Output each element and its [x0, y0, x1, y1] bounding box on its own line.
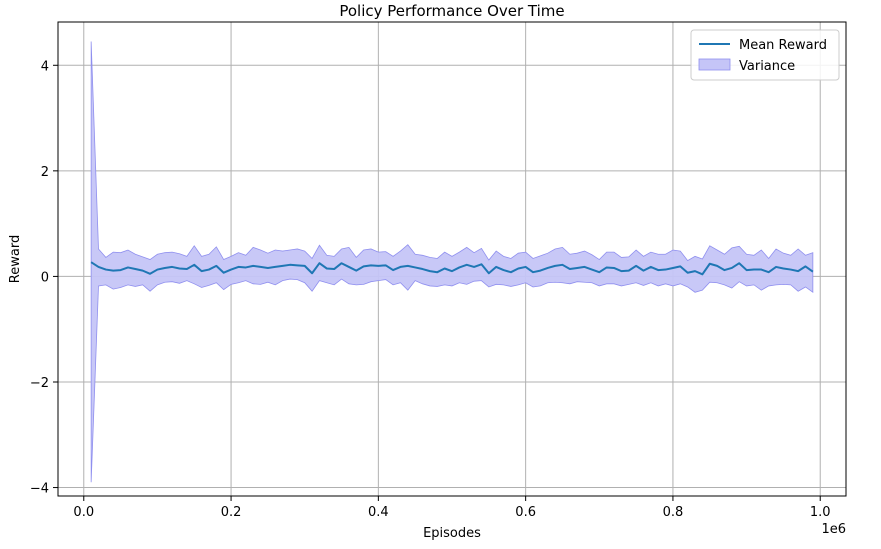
mean-reward-line — [90, 261, 814, 276]
x-tick-label-4: 0.8 — [663, 505, 684, 520]
legend: Mean Reward Variance — [690, 29, 840, 81]
y-tick-label-1: −2 — [30, 376, 49, 391]
y-tick-label-2: 0 — [41, 270, 49, 285]
y-tick-label-4: 4 — [41, 59, 49, 74]
variance-band — [90, 41, 814, 483]
mean-reward-polyline — [90, 261, 814, 276]
y-axis-label: Reward — [8, 235, 23, 283]
chart-title: Policy Performance Over Time — [339, 2, 564, 20]
x-tick-label-0: 0.0 — [73, 505, 94, 520]
variance-band-area — [90, 41, 814, 483]
x-tick-label-1: 0.2 — [221, 505, 242, 520]
x-axis-offset-label: 1e6 — [821, 522, 846, 537]
x-axis-label: Episodes — [423, 526, 481, 541]
y-tick-label-3: 2 — [41, 165, 49, 180]
legend-variance-swatch — [698, 58, 731, 71]
legend-mean-reward-label: Mean Reward — [739, 38, 827, 53]
x-tick-label-3: 0.6 — [515, 505, 536, 520]
axis-ticks: 0.0 0.2 0.4 0.6 0.8 1.0 −4 −2 0 2 4 — [30, 59, 831, 520]
legend-variance-label: Variance — [739, 59, 795, 74]
y-tick-label-0: −4 — [30, 482, 49, 497]
x-tick-label-2: 0.4 — [368, 505, 389, 520]
x-tick-label-5: 1.0 — [810, 505, 831, 520]
plot-frame — [57, 21, 847, 497]
